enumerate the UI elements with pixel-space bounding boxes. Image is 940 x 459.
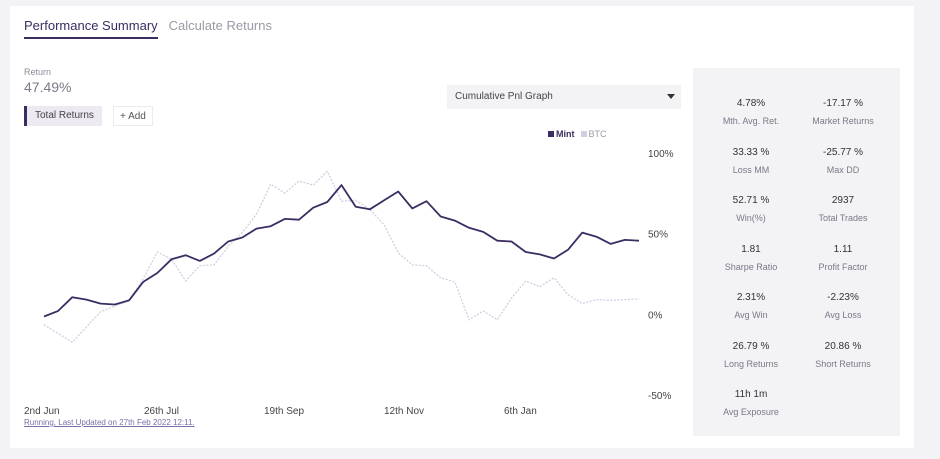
stat-label: Win(%) — [736, 213, 766, 223]
stat-value: 33.33 % — [732, 146, 770, 158]
stat-label: Mth. Avg. Ret. — [722, 116, 780, 126]
legend-label-btc: BTC — [588, 129, 607, 139]
y-tick-label: -50% — [648, 391, 671, 402]
stat-value: -25.77 % — [822, 146, 864, 158]
stat-value: 26.79 % — [732, 340, 770, 352]
stat-label: Total Trades — [818, 213, 868, 223]
stat-label: Loss MM — [732, 164, 770, 175]
stat-value: 11h 1m — [734, 389, 768, 400]
legend-label-mint: Mint — [556, 129, 575, 139]
graph-type-select[interactable]: Cumulative Pnl Graph — [447, 85, 681, 109]
chart-legend: Mint BTC — [548, 129, 607, 139]
total-returns-chip[interactable]: Total Returns — [24, 106, 102, 126]
cumulative-pnl-chart: 100% 50% 0% -50% 2nd Jun 26th Jul 19th Sep 12th… — [24, 149, 674, 416]
return-value: 47.49% — [24, 79, 72, 95]
performance-card: Performance Summary Calculate Returns Re… — [10, 6, 914, 448]
stat-profit-factor: 1.11 Profit Factor — [798, 244, 888, 272]
stat-value: 52.71 % — [732, 195, 770, 206]
stat-market-returns: -17.17 % Market Returns — [798, 98, 888, 126]
return-label: Return — [24, 67, 52, 77]
x-tick-label: 12th Nov — [384, 406, 424, 416]
legend-item-mint: Mint — [548, 129, 575, 139]
status-link[interactable]: Running, Last Updated on 27th Feb 2022 1… — [24, 418, 195, 427]
stats-panel: 4.78% Mth. Avg. Ret. -17.17 % Market Return… — [693, 68, 900, 436]
x-tick-label: 2nd Jun — [24, 406, 60, 416]
stat-avg-exposure: 11h 1m Avg Exposure — [706, 389, 796, 417]
stat-value: 4.78% — [736, 98, 766, 109]
stat-loss-mm: 33.33 % Loss MM — [706, 147, 796, 175]
tab-performance-summary[interactable]: Performance Summary — [24, 18, 158, 39]
x-tick-label: 19th Sep — [264, 406, 304, 416]
stat-label: Short Returns — [815, 358, 871, 369]
stat-long-returns: 26.79 % Long Returns — [706, 341, 796, 369]
stat-label: Market Returns — [812, 116, 874, 126]
stat-avg-win: 2.31% Avg Win — [706, 292, 796, 320]
tab-calculate-returns[interactable]: Calculate Returns — [168, 18, 272, 33]
stat-value: 1.81 — [741, 243, 761, 255]
tab-bar: Performance Summary Calculate Returns — [24, 18, 272, 39]
stat-total-trades: 2937 Total Trades — [798, 195, 888, 223]
stat-label: Avg Exposure — [723, 407, 779, 417]
graph-type-selected: Cumulative Pnl Graph — [455, 91, 553, 102]
legend-swatch-mint — [548, 131, 554, 137]
stat-mth-avg-ret: 4.78% Mth. Avg. Ret. — [706, 98, 796, 126]
stat-value: 2937 — [831, 195, 855, 206]
x-tick-label: 26th Jul — [144, 406, 179, 416]
legend-swatch-btc — [580, 131, 587, 137]
add-button[interactable]: + Add — [113, 106, 153, 126]
stat-value: 2.31% — [736, 292, 766, 303]
stat-value: 20.86 % — [824, 340, 862, 352]
series-line-mint — [43, 184, 640, 318]
x-tick-label: 6th Jan — [504, 406, 537, 416]
stat-value: -2.23% — [827, 292, 859, 303]
stat-win: 52.71 % Win(%) — [706, 195, 796, 223]
y-tick-label: 0% — [648, 310, 663, 321]
stat-avg-loss: -2.23% Avg Loss — [798, 292, 888, 320]
stat-label: Sharpe Ratio — [724, 261, 778, 272]
stat-short-returns: 20.86 % Short Returns — [798, 341, 888, 369]
stat-max-dd: -25.77 % Max DD — [798, 147, 888, 175]
y-tick-label: 100% — [648, 149, 674, 160]
stat-label: Long Returns — [723, 358, 779, 369]
stat-sharpe-ratio: 1.81 Sharpe Ratio — [706, 244, 796, 272]
stat-value: -17.17 % — [822, 98, 864, 109]
stat-label: Max DD — [826, 164, 860, 175]
stat-label: Avg Win — [734, 310, 768, 320]
series-line-btc — [43, 170, 640, 343]
stat-label: Avg Loss — [824, 310, 862, 320]
legend-item-btc: BTC — [580, 129, 607, 139]
caret-down-icon — [667, 94, 675, 99]
y-tick-label: 50% — [648, 230, 668, 241]
stat-label: Profit Factor — [818, 261, 868, 272]
stat-value: 1.11 — [833, 243, 853, 255]
